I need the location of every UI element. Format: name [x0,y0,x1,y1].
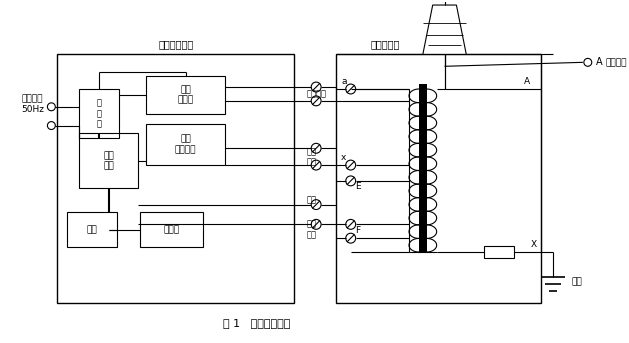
Text: 试验变压器: 试验变压器 [370,39,400,49]
Bar [140,213,203,247]
Text: 调压输入: 调压输入 [306,90,326,98]
Bar [146,123,225,165]
Text: 接地: 接地 [306,196,316,204]
Bar [67,213,116,247]
Text: 保护
信号采集: 保护 信号采集 [175,135,196,154]
Text: 接
触
器: 接 触 器 [96,99,101,129]
Text: 图 1   调压工作原理: 图 1 调压工作原理 [223,318,291,328]
Text: X: X [530,240,537,249]
Text: 高压输出: 高压输出 [606,58,627,67]
Text: F: F [355,226,360,235]
Bar [484,246,514,258]
Bar [79,89,118,139]
Text: 电流
信号: 电流 信号 [306,220,316,239]
Bar [146,76,225,114]
Bar [79,133,138,188]
Text: A: A [523,76,530,86]
Text: 打印机: 打印机 [164,225,179,234]
Text: x: x [341,153,347,162]
Bar [336,55,542,304]
Text: 接地: 接地 [571,277,582,286]
Text: 交流电源
50Hz: 交流电源 50Hz [22,94,45,114]
Text: 电动
调压器: 电动 调压器 [177,85,194,105]
Text: 液晶: 液晶 [87,225,97,234]
Bar [419,84,426,252]
Text: 控制箱（台）: 控制箱（台） [159,39,194,49]
Text: 控制
系统: 控制 系统 [103,151,114,170]
Bar [57,55,294,304]
Polygon shape [423,5,466,55]
Text: E: E [355,182,360,191]
Text: a: a [341,76,347,86]
Text: A: A [596,57,603,67]
Text: 电压
信号: 电压 信号 [306,147,316,166]
